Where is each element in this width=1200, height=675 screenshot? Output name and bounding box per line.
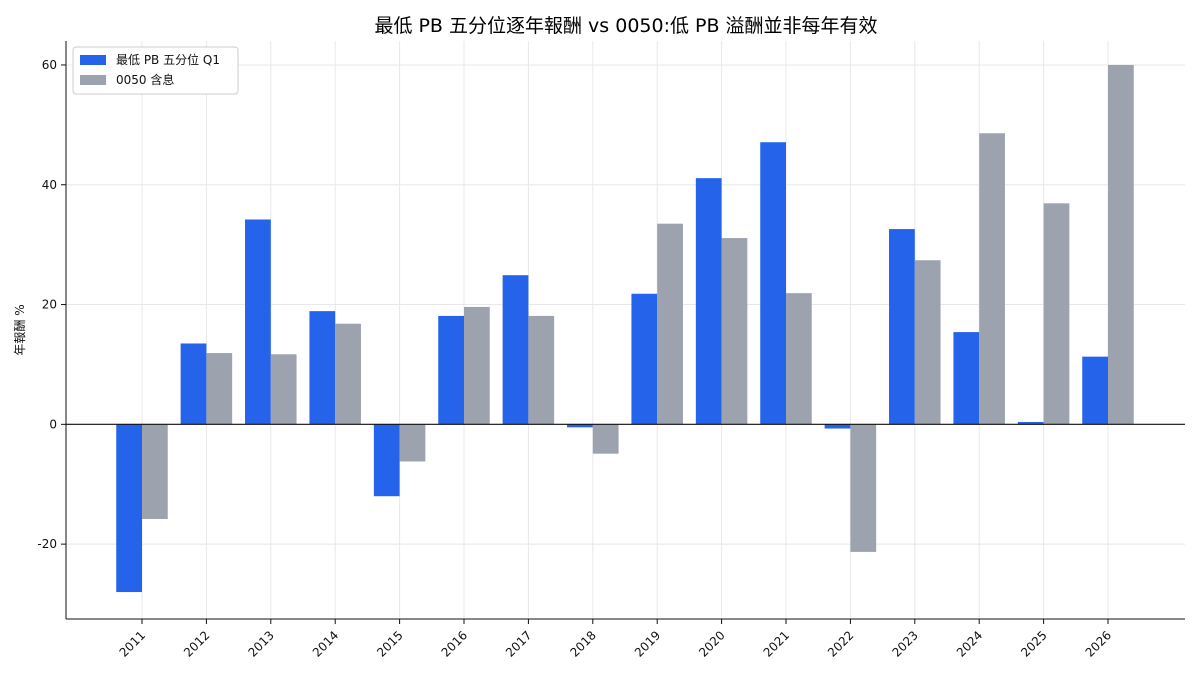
bar-q1-2020 [695,178,722,425]
legend-label-0050: 0050 含息 [116,72,174,87]
bar-q1-2011 [116,424,142,593]
bar-0050-2017 [528,315,555,425]
x-tick-label: 2022 [825,628,856,659]
x-ticks: 2011 2012 2013 2014 2015 2016 2017 2018 2019 2020… [117,619,1114,660]
bar-q1-2013 [245,219,271,425]
bar-q1-2024 [953,332,980,425]
x-tick-label: 2024 [954,628,985,659]
x-tick-label: 2023 [889,628,920,659]
x-tick-label: 2011 [117,628,148,659]
y-tick-label: 0 [49,417,57,431]
bar-q1-2025 [1017,421,1044,425]
x-tick-label: 2013 [245,628,276,659]
bar-q1-2015 [373,424,400,497]
bar-0050-2015 [399,424,426,462]
y-tick-label: -20 [37,537,57,551]
legend-swatch-0050 [80,75,106,85]
x-tick-label: 2015 [374,628,405,659]
y-tick-label: 20 [42,298,57,312]
bar-0050-2012 [206,353,233,425]
y-ticks: -20 0 20 40 60 [37,58,66,551]
bar-0050-2021 [786,293,812,425]
bar-0050-2016 [464,306,490,425]
y-tick-label: 60 [42,58,57,72]
legend-label-q1: 最低 PB 五分位 Q1 [116,52,220,67]
bar-0050-2013 [270,354,297,425]
x-tick-label: 2016 [439,628,470,659]
legend-box [72,46,239,95]
bars [116,64,1134,593]
bar-q1-2026 [1082,356,1108,425]
x-tick-label: 2019 [632,628,663,659]
x-tick-label: 2017 [503,628,534,659]
bar-q1-2022 [824,424,851,429]
bar-q1-2021 [760,142,786,425]
x-tick-label: 2025 [1018,628,1049,659]
bar-q1-2018 [567,424,593,428]
bar-0050-2018 [592,424,619,454]
axes [65,41,1185,620]
bar-0050-2024 [979,133,1005,425]
x-tick-label: 2018 [567,628,598,659]
bar-q1-2014 [309,311,336,425]
bar-0050-2011 [142,424,168,519]
bar-0050-2023 [914,260,941,425]
bar-0050-2025 [1043,203,1070,425]
x-tick-label: 2020 [696,628,727,659]
legend-swatch-q1 [80,55,106,65]
chart-title: 最低 PB 五分位逐年報酬 vs 0050:低 PB 溢酬並非每年有效 [374,15,877,37]
x-tick-label: 2021 [761,628,792,659]
bar-0050-2026 [1108,64,1134,425]
bar-q1-2017 [502,275,529,425]
x-tick-label: 2014 [310,628,341,659]
bar-0050-2019 [657,223,683,425]
bar-q1-2012 [180,343,207,425]
x-tick-label: 2012 [181,628,212,659]
bar-q1-2016 [438,315,464,425]
x-tick-label: 2026 [1083,628,1114,659]
bar-q1-2019 [631,293,658,425]
bar-0050-2020 [721,238,748,425]
grid [66,41,1185,619]
y-tick-label: 40 [42,178,57,192]
legend: 最低 PB 五分位 Q1 0050 含息 [72,46,239,95]
bar-q1-2023 [889,229,915,425]
bar-0050-2022 [850,424,877,552]
y-axis-label: 年報酬 % [13,304,27,355]
bar-0050-2014 [335,323,361,425]
